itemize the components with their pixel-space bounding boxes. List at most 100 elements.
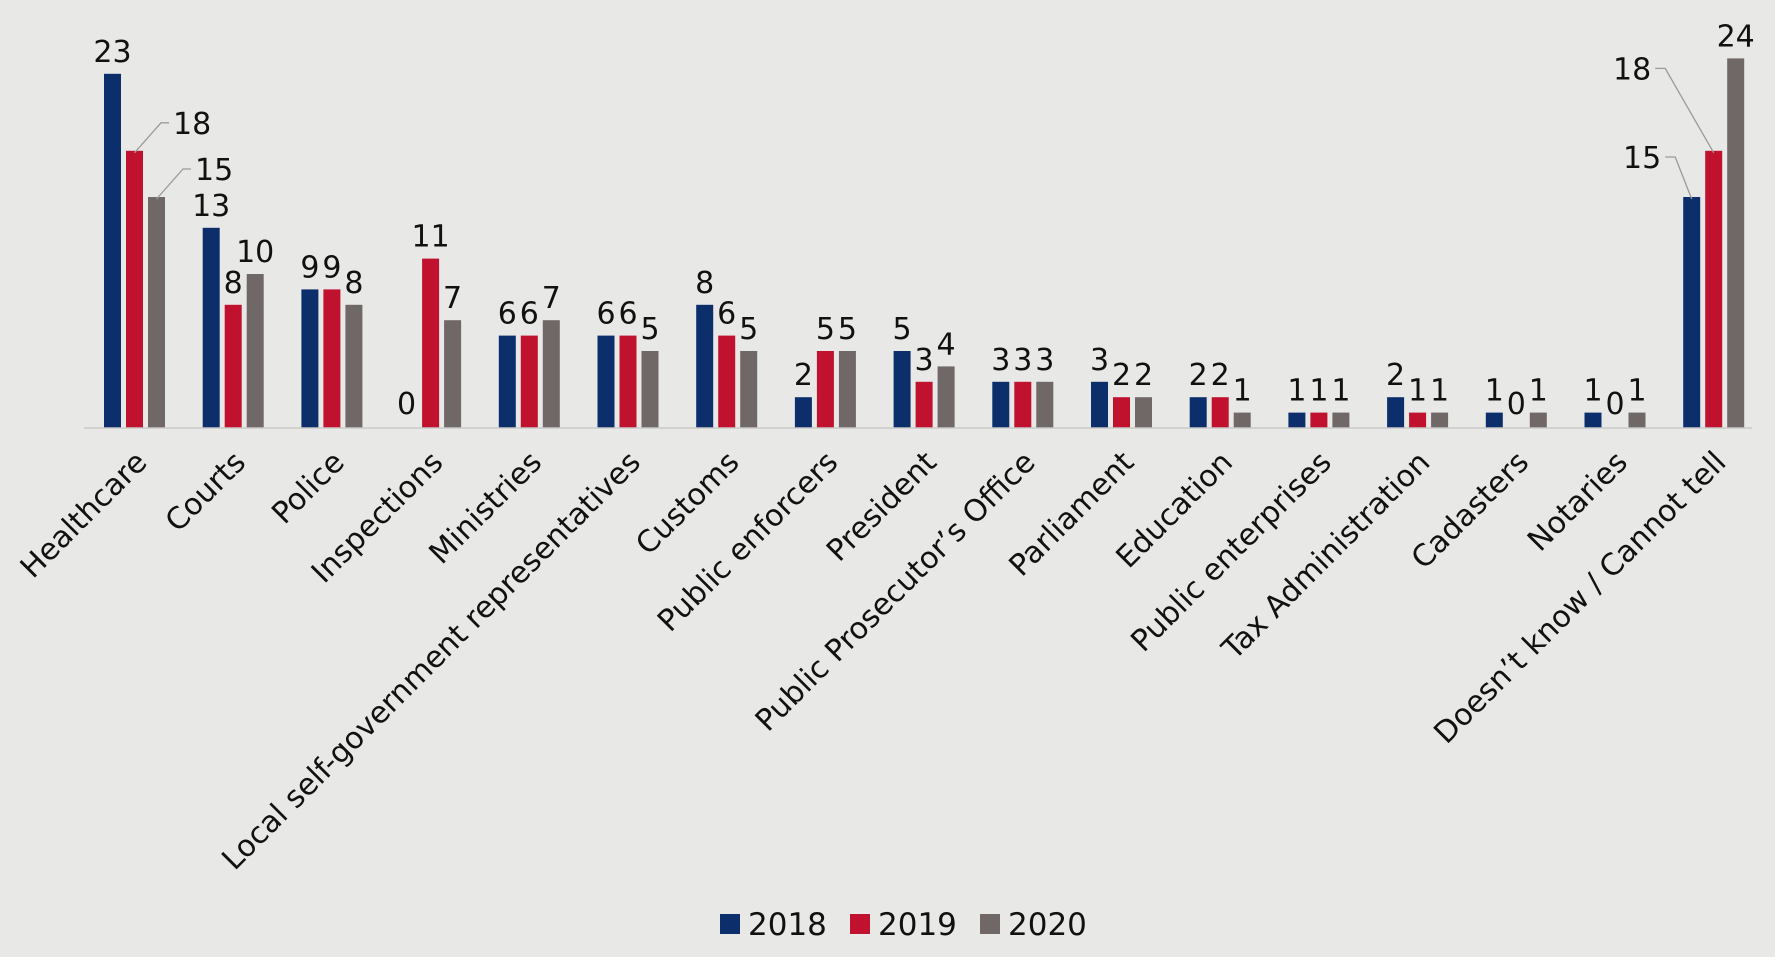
value-label-public-prosecutor-s-office-2018: 3 [991,343,1010,378]
value-label-inspections-2019: 11 [412,220,450,255]
bar-public-enforcers-2018 [794,397,812,428]
bar-cadasters-2020 [1529,412,1547,428]
bar-parliament-2020 [1135,397,1152,428]
value-label-public-enforcers-2018: 2 [794,358,813,393]
bar-education-2018 [1189,397,1207,428]
value-label-notaries-2018: 1 [1583,374,1602,409]
bar-courts-2018 [202,227,220,428]
bar-president-2020 [937,366,955,428]
category-label-healthcare: Healthcare [14,445,154,585]
value-label-customs-2019: 6 [717,297,736,332]
bar-doesn-t-know-cannot-tell-2020 [1727,58,1745,429]
value-label-education-2020: 1 [1233,374,1252,409]
bar-public-enterprises-2019 [1310,412,1328,428]
leader-lines-layer [134,67,1715,200]
value-label-healthcare-2020: 15 [195,153,233,188]
value-label-public-enterprises-2019: 1 [1309,374,1328,409]
value-label-healthcare-2019: 18 [173,107,211,142]
category-labels-layer: Healthcare Courts PoliceInspectionsMinistr… [14,445,1734,877]
bars-layer [104,58,1745,429]
value-label-courts-2020: 10 [236,235,274,270]
value-label-public-enforcers-2019: 5 [816,312,835,347]
category-label-public-enforcers: Public enforcers [651,445,845,639]
category-label-courts: Courts [159,445,253,539]
bar-education-2019 [1211,397,1229,428]
value-label-local-self-government-representatives-2020: 5 [640,312,659,347]
value-label-ministries-2018: 6 [498,297,517,332]
bar-public-prosecutor-s-office-2018 [992,381,1010,428]
bar-public-prosecutor-s-office-2019 [1014,381,1032,428]
bar-courts-2020 [246,274,264,428]
legend: 2018 2019 2020 [720,907,1087,943]
value-label-education-2019: 2 [1211,358,1230,393]
bar-local-self-government-representatives-2018 [597,335,615,428]
value-label-president-2018: 5 [893,312,912,347]
value-label-president-2020: 4 [937,327,956,362]
bar-notaries-2018 [1584,412,1602,428]
leader-line-doesn-t-know-cannot-tell-2018 [1665,156,1693,200]
value-label-parliament-2019: 2 [1112,358,1131,393]
bar-healthcare-2020 [148,197,165,428]
bar-customs-2018 [696,304,714,428]
value-label-customs-2018: 8 [695,266,714,301]
bar-customs-2019 [718,335,736,428]
value-label-courts-2019: 8 [224,266,243,301]
value-label-public-prosecutor-s-office-2020: 3 [1035,343,1054,378]
bar-healthcare-2019 [126,150,143,429]
value-label-public-enterprises-2018: 1 [1287,374,1306,409]
value-label-police-2018: 9 [300,250,319,285]
bar-president-2019 [915,381,933,428]
value-label-healthcare-2018: 23 [93,35,131,70]
bar-police-2019 [323,289,341,428]
value-label-cadasters-2019: 0 [1507,387,1526,422]
bar-public-enforcers-2019 [816,351,834,428]
legend-swatch-2018 [720,914,740,934]
bar-ministries-2019 [520,335,538,428]
legend-label-2019: 2019 [878,907,957,943]
value-label-cadasters-2018: 1 [1485,374,1504,409]
bar-healthcare-2018 [104,73,121,429]
bar-president-2018 [893,351,911,428]
value-label-education-2018: 2 [1189,358,1208,393]
bar-tax-administration-2019 [1409,412,1427,428]
bar-public-prosecutor-s-office-2020 [1036,381,1054,428]
bar-local-self-government-representatives-2019 [619,335,637,428]
value-label-ministries-2020: 7 [542,281,561,316]
value-label-notaries-2020: 1 [1627,374,1646,409]
value-label-doesn-t-know-cannot-tell-2018: 15 [1623,141,1661,176]
value-label-local-self-government-representatives-2019: 6 [618,297,637,332]
value-label-president-2019: 3 [915,343,934,378]
legend-swatch-2019 [850,914,870,934]
category-label-police: Police [265,445,351,531]
value-label-local-self-government-representatives-2018: 6 [596,297,615,332]
bar-customs-2020 [740,351,758,428]
value-label-public-enforcers-2020: 5 [838,312,857,347]
value-label-tax-administration-2018: 2 [1386,358,1405,393]
bar-tax-administration-2020 [1431,412,1449,428]
leader-line-doesn-t-know-cannot-tell-2019 [1655,67,1715,154]
bar-ministries-2020 [542,320,560,428]
bar-courts-2019 [224,304,242,428]
bar-cadasters-2018 [1485,412,1503,428]
value-label-public-prosecutor-s-office-2019: 3 [1013,343,1032,378]
bar-inspections-2019 [422,258,440,428]
value-label-doesn-t-know-cannot-tell-2019: 18 [1613,52,1651,87]
bar-police-2020 [345,304,363,428]
bar-police-2018 [301,289,319,428]
bar-public-enterprises-2018 [1288,412,1306,428]
legend-label-2020: 2020 [1008,907,1087,943]
value-label-inspections-2020: 7 [443,281,462,316]
value-label-police-2020: 8 [344,266,363,301]
value-label-doesn-t-know-cannot-tell-2020: 24 [1717,19,1755,54]
leader-line-healthcare-2019 [134,122,169,154]
bar-parliament-2018 [1091,381,1108,428]
value-label-courts-2018: 13 [192,189,230,224]
bar-inspections-2020 [444,320,462,428]
value-label-cadasters-2020: 1 [1529,374,1548,409]
bar-parliament-2019 [1113,397,1130,428]
bar-doesn-t-know-cannot-tell-2018 [1683,197,1701,428]
value-label-public-enterprises-2020: 1 [1331,374,1350,409]
